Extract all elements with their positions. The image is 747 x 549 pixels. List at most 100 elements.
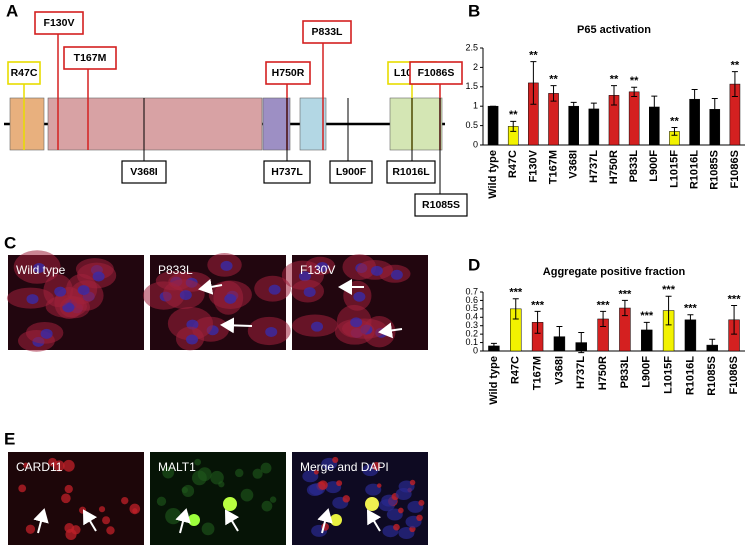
error-bar [621, 299, 628, 317]
error-bar [534, 310, 541, 334]
x-tick-label: R47C [510, 356, 522, 384]
nucleus [265, 326, 278, 337]
image-label: Merge and DAPI [300, 460, 389, 474]
significance-label: ** [509, 109, 518, 121]
chart-title: P65 activation [577, 24, 651, 36]
panel-label: D [468, 255, 480, 274]
spot [18, 484, 27, 493]
variant-box [7, 61, 41, 85]
spot [64, 484, 73, 494]
spot [210, 470, 224, 485]
spot [106, 526, 115, 535]
nucleus [92, 271, 105, 282]
panel-label: E [4, 429, 15, 448]
variant-label: V368I [130, 166, 158, 178]
error-bar [490, 342, 497, 349]
spot [102, 516, 111, 525]
nucleus [298, 271, 311, 282]
spot [409, 479, 416, 486]
spot [252, 468, 263, 479]
spot [61, 493, 71, 504]
error-bar [600, 310, 607, 328]
spot [332, 456, 339, 463]
significance-label: *** [640, 310, 654, 322]
x-tick-label: L1015F [662, 356, 674, 394]
significance-label: *** [684, 303, 698, 315]
error-bar [711, 97, 718, 121]
protein-diagram [4, 97, 445, 151]
image-label: P833L [158, 263, 193, 277]
spot [376, 483, 382, 488]
spot [240, 488, 254, 502]
error-bar [578, 331, 585, 354]
variant-label: P833L [312, 26, 344, 38]
variant-label: R1016L [392, 166, 430, 178]
spot [342, 495, 350, 503]
x-tick-label: P833L [628, 150, 640, 183]
significance-label: *** [597, 299, 611, 311]
x-tick-label: R1016L [684, 356, 696, 395]
significance-label: ** [731, 60, 740, 72]
bar [628, 91, 640, 146]
x-tick-label: T167M [547, 150, 559, 184]
spot [132, 508, 138, 514]
spot [192, 470, 207, 486]
arrow [317, 508, 333, 534]
x-tick-label: H737L [588, 150, 600, 183]
nucleus [353, 291, 366, 302]
significance-label: ** [670, 115, 679, 127]
nucleus [179, 290, 192, 301]
x-tick-label: Wild type [488, 356, 500, 405]
nucleus [390, 269, 403, 280]
significance-label: ** [549, 74, 558, 86]
x-tick-label: R1085S [706, 356, 718, 396]
error-bar [731, 71, 738, 97]
spot [372, 462, 381, 471]
variant-box [265, 61, 311, 85]
variant-label: R47C [11, 67, 38, 79]
error-bar [556, 326, 563, 348]
y-tick-label: 0 [473, 139, 478, 149]
nucleus [370, 265, 383, 276]
micrograph: Wild type [6, 250, 144, 352]
error-bar [512, 298, 519, 320]
nucleus [220, 260, 233, 271]
image-label: Wild type [16, 263, 66, 277]
spot [98, 506, 106, 513]
chart-title: Aggregate positive fraction [543, 266, 686, 278]
x-tick-label: P833L [619, 356, 631, 389]
error-bar [665, 295, 672, 326]
significance-label: ** [529, 49, 538, 61]
spot [194, 458, 202, 466]
spot [336, 480, 343, 487]
spot [23, 462, 29, 469]
y-tick-label: 0.7 [465, 286, 478, 296]
y-tick-label: 0.4 [465, 312, 478, 322]
spot [25, 524, 36, 534]
variant-box [263, 160, 311, 184]
y-tick-label: 0.3 [465, 320, 478, 330]
image-label: CARD11 [16, 460, 63, 474]
spot [313, 469, 319, 475]
significance-label: *** [728, 293, 742, 305]
spot [260, 462, 272, 474]
variant-label: L900F [336, 166, 367, 178]
variant-box [34, 11, 84, 35]
variant-label: T167M [74, 52, 107, 64]
spot [416, 514, 423, 522]
spot [201, 522, 215, 536]
arrow [82, 509, 98, 532]
spot [393, 523, 400, 531]
spot [235, 468, 244, 478]
y-tick-label: 1 [473, 101, 478, 111]
spot [269, 496, 277, 503]
spot [318, 480, 328, 490]
error-bar [570, 101, 577, 111]
error-bar [631, 86, 638, 97]
x-tick-label: F1086S [728, 356, 740, 395]
nucleus [186, 334, 199, 345]
x-tick-label: F130V [527, 149, 539, 182]
x-tick-label: V368I [553, 356, 565, 385]
significance-label: *** [618, 288, 632, 300]
spot [162, 466, 175, 479]
